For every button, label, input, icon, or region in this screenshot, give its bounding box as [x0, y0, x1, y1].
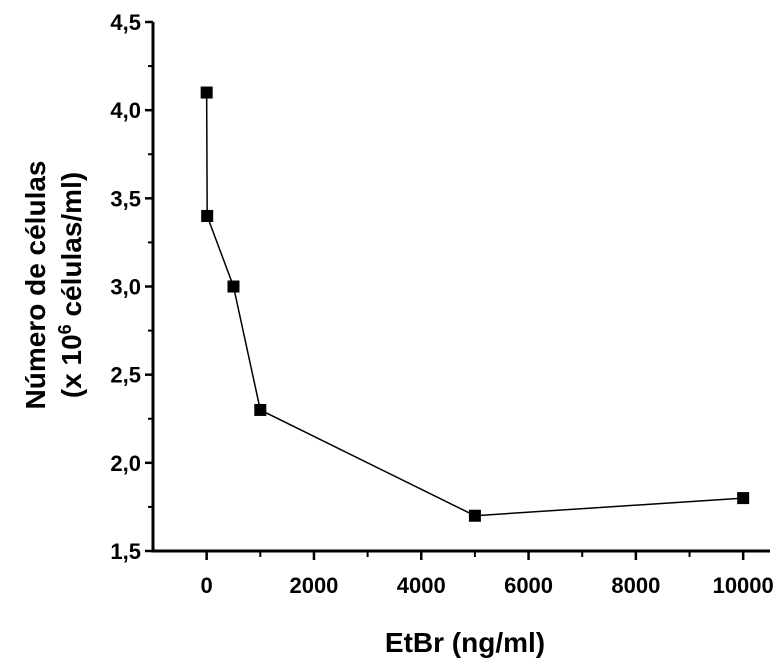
series — [200, 86, 750, 522]
x-tick-label: 0 — [201, 573, 213, 598]
y-axis-title: Número de células (x 106 células/ml) — [20, 161, 87, 410]
y-tick-label: 3,5 — [110, 186, 141, 211]
y-tick-label: 4,5 — [110, 10, 141, 35]
y-tick-label: 3,0 — [110, 275, 141, 300]
y-tick-label: 1,5 — [110, 539, 141, 564]
x-tick-label: 6000 — [504, 573, 553, 598]
x-axis-title: EtBr (ng/ml) — [385, 627, 545, 658]
y-tick-label: 4,0 — [110, 98, 141, 123]
x-tick-label: 8000 — [611, 573, 660, 598]
y-tick-label: 2,5 — [110, 363, 141, 388]
data-point — [468, 509, 481, 522]
data-point — [254, 403, 267, 416]
data-point — [227, 280, 240, 293]
x-ticks: 0 2000 4000 6000 8000 10000 — [201, 551, 774, 598]
x-tick-label: 10000 — [713, 573, 774, 598]
y-ticks: 1,5 2,0 2,5 3,0 3,5 4,0 4,5 — [110, 10, 153, 564]
y-axis-title-superscript: 6 — [55, 324, 75, 334]
data-point — [737, 492, 750, 505]
data-point — [200, 86, 213, 99]
x-tick-label: 2000 — [289, 573, 338, 598]
y-axis-title-prefix: (x 10 — [56, 334, 87, 398]
y-axis-title-suffix: células/ml) — [56, 172, 87, 325]
series-line — [205, 92, 744, 517]
y-axis-title-line1: Número de células — [20, 161, 51, 410]
axes — [151, 22, 770, 553]
y-axis-title-line2: (x 106 células/ml) — [55, 172, 87, 398]
data-point — [201, 209, 214, 222]
x-tick-label: 4000 — [397, 573, 446, 598]
y-tick-label: 2,0 — [110, 451, 141, 476]
